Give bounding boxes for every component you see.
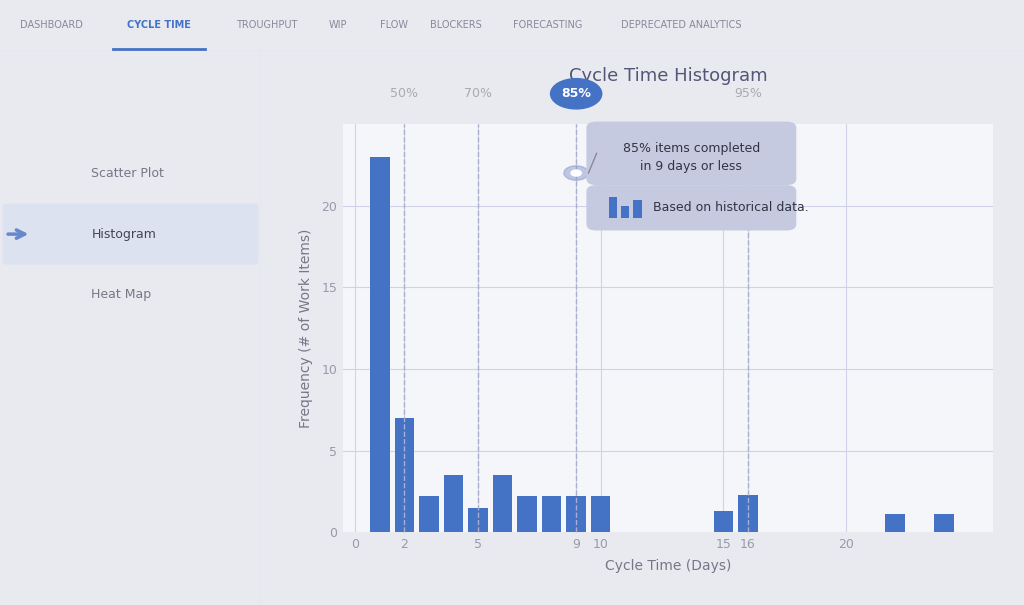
Y-axis label: Frequency (# of Work Items): Frequency (# of Work Items) [299, 229, 313, 428]
Text: Based on historical data.: Based on historical data. [653, 201, 809, 214]
FancyBboxPatch shape [3, 204, 258, 264]
Bar [517, 497, 537, 532]
Text: 85%: 85% [561, 87, 591, 100]
Bar [714, 511, 733, 532]
FancyArrowPatch shape [8, 230, 25, 238]
Bar [738, 495, 758, 532]
Bar [542, 497, 561, 532]
Text: 50%: 50% [390, 87, 419, 100]
Bar [493, 476, 512, 532]
Text: TROUGHPUT: TROUGHPUT [236, 20, 297, 30]
Text: Scatter Plot: Scatter Plot [91, 167, 164, 180]
Text: DEPRECATED ANALYTICS: DEPRECATED ANALYTICS [621, 20, 741, 30]
Text: in 9 days or less: in 9 days or less [640, 160, 742, 172]
X-axis label: Cycle Time (Days): Cycle Time (Days) [605, 559, 731, 574]
Text: Cycle Time Histogram: Cycle Time Histogram [569, 67, 767, 85]
Text: 85% items completed: 85% items completed [623, 142, 760, 155]
Text: WIP: WIP [329, 20, 347, 30]
Text: FLOW: FLOW [380, 20, 409, 30]
Bar [419, 497, 438, 532]
Bar [591, 497, 610, 532]
Bar [370, 157, 390, 532]
Text: DASHBOARD: DASHBOARD [19, 20, 83, 30]
Text: FORECASTING: FORECASTING [513, 20, 583, 30]
Bar [394, 418, 414, 532]
Text: CYCLE TIME: CYCLE TIME [127, 20, 190, 30]
Bar [566, 497, 586, 532]
Text: Histogram: Histogram [91, 227, 157, 241]
Text: Heat Map: Heat Map [91, 289, 152, 301]
Text: 95%: 95% [734, 87, 762, 100]
Text: BLOCKERS: BLOCKERS [430, 20, 481, 30]
Bar [886, 514, 905, 532]
Text: 70%: 70% [464, 87, 492, 100]
Bar [468, 508, 487, 532]
Bar [934, 514, 954, 532]
Bar [443, 476, 463, 532]
